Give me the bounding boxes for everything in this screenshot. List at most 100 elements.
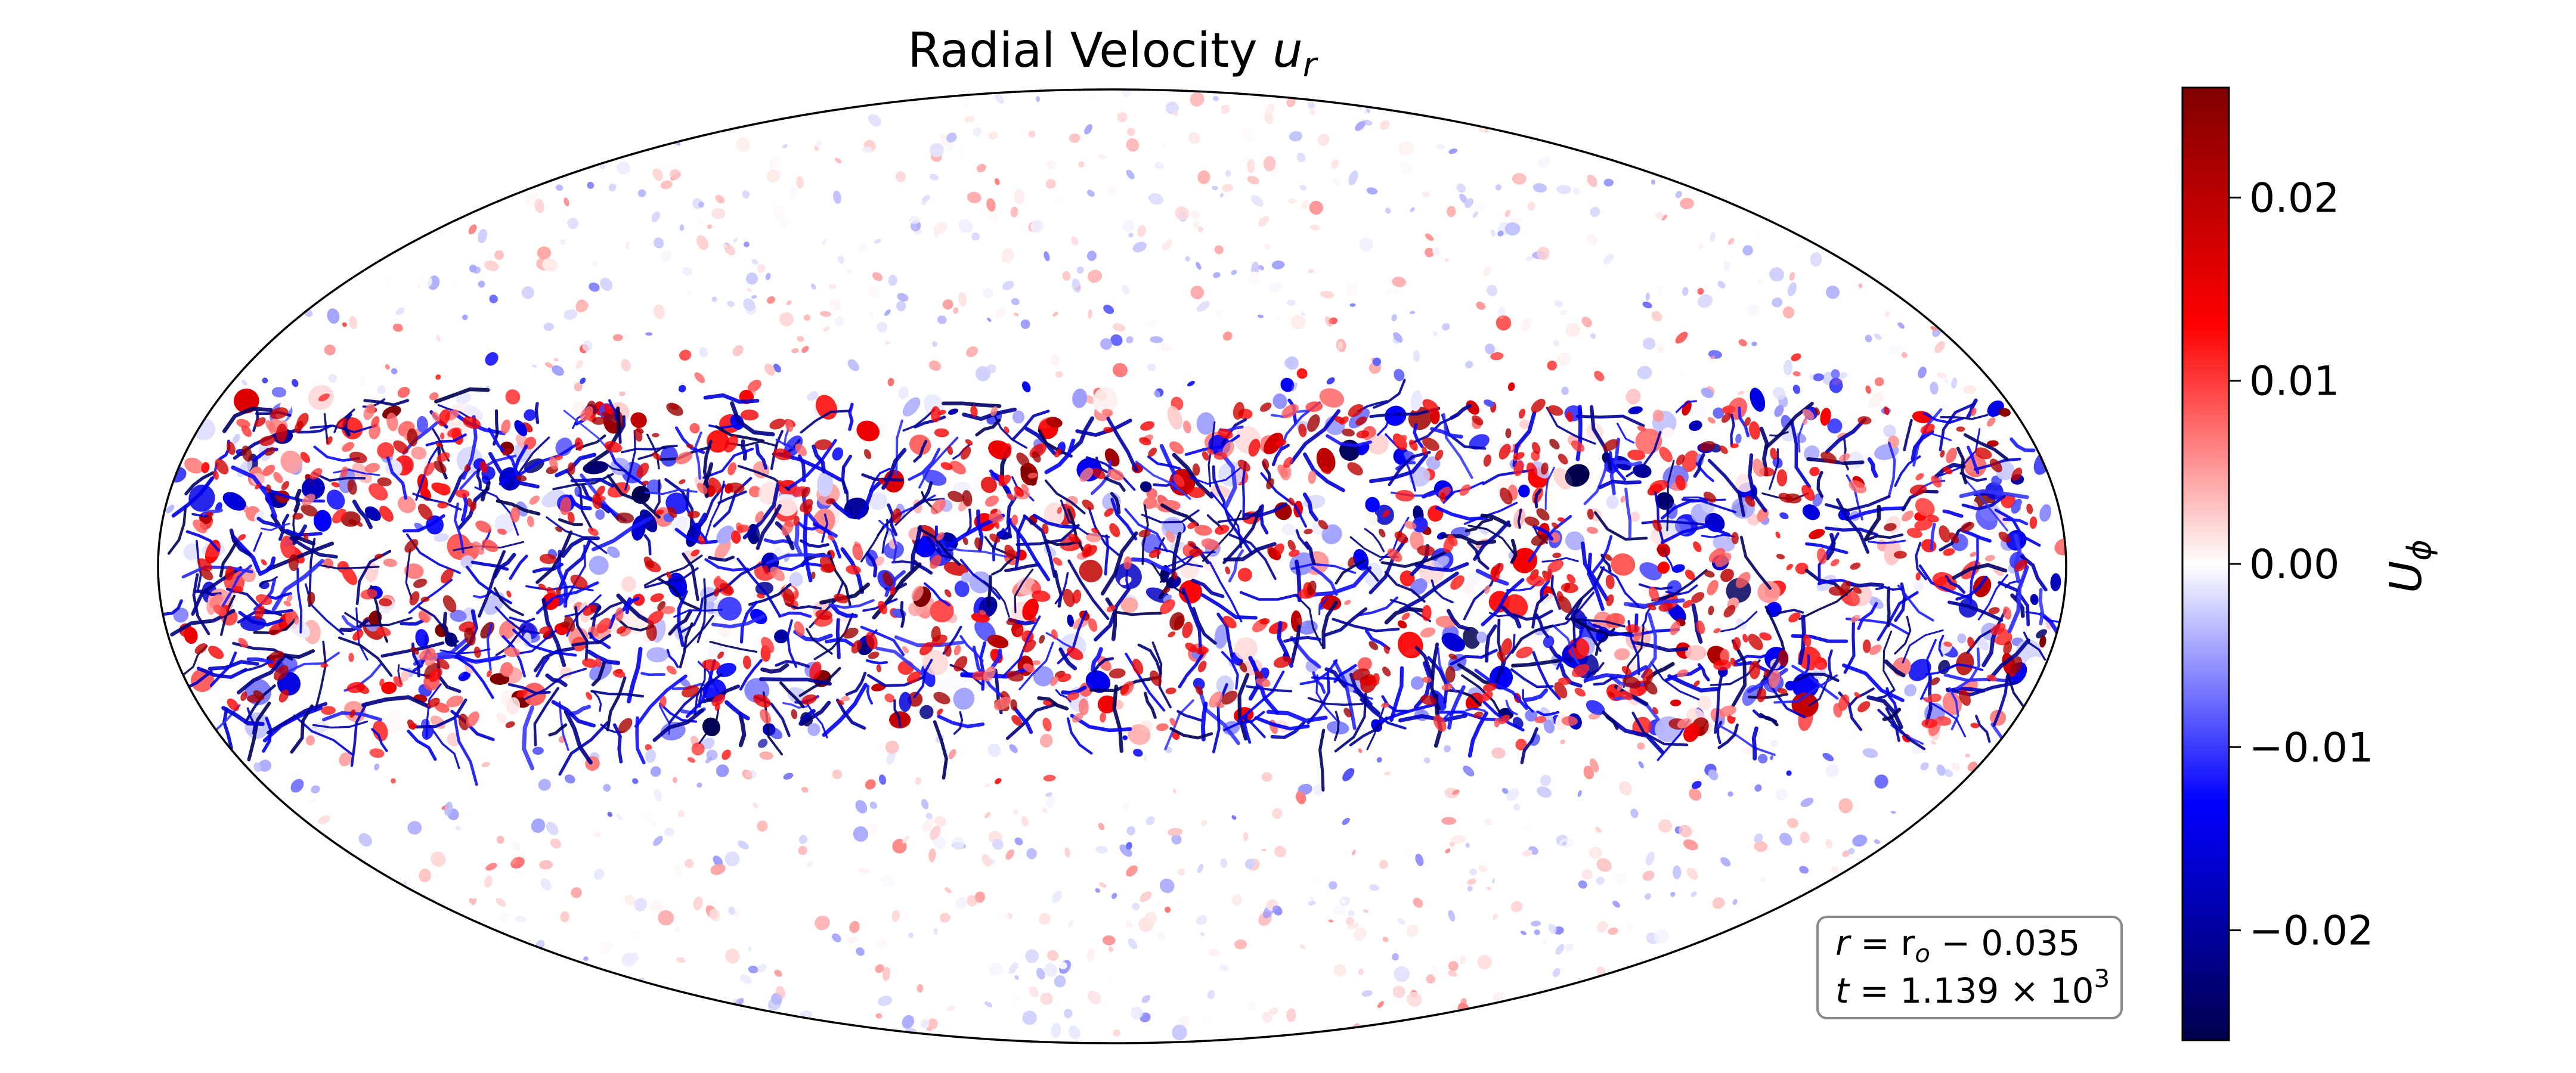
field-blob [869, 492, 888, 510]
field-blob [1046, 159, 1057, 170]
chart-title: Radial Velocity ur [908, 23, 1318, 85]
field-blob [1055, 371, 1063, 378]
field-blob [1720, 568, 1734, 582]
field-blob [1097, 154, 1106, 159]
field-blob [1225, 169, 1231, 177]
field-blob [1173, 788, 1176, 793]
field-blob [1014, 312, 1019, 317]
field-blob [1842, 850, 1850, 857]
field-blob [1727, 238, 1735, 245]
field-blob [797, 336, 804, 342]
field-blob [980, 476, 997, 494]
field-blob [822, 326, 830, 332]
field-blob [608, 183, 617, 192]
field-blob [1444, 258, 1450, 262]
field-blob [1399, 162, 1413, 175]
field-blob [886, 751, 896, 765]
field-blob [987, 743, 1001, 757]
field-blob [1596, 876, 1605, 885]
field-blob [878, 774, 887, 785]
field-blob [1478, 865, 1487, 873]
field-blob [1126, 336, 1134, 344]
field-blob [1491, 747, 1506, 759]
field-blob [1271, 808, 1283, 819]
field-blob [1521, 818, 1533, 833]
field-blob [829, 298, 841, 311]
field-blob [1504, 209, 1510, 218]
field-blob [2011, 498, 2023, 514]
field-blob [1143, 755, 1147, 762]
field-blob [1106, 975, 1116, 988]
field-blob [1190, 92, 1205, 107]
field-blob [1050, 354, 1060, 366]
field-blob [1561, 386, 1569, 395]
field-blob [1737, 390, 1745, 395]
field-blob [305, 735, 315, 746]
field-blob [1332, 178, 1341, 186]
field-blob [984, 783, 990, 787]
field-blob [810, 283, 816, 290]
field-blob [1333, 964, 1346, 977]
field-blob [1862, 748, 1878, 758]
field-blob [184, 457, 204, 474]
field-blob [1200, 932, 1205, 936]
field-blob [834, 157, 842, 164]
field-blob [1504, 594, 1528, 618]
field-blob [1513, 803, 1521, 811]
field-blob [1883, 424, 1896, 438]
field-blob [625, 241, 630, 250]
field-blob [1196, 915, 1208, 925]
field-blob [385, 364, 390, 370]
field-blob [2024, 656, 2046, 678]
field-blob [1366, 187, 1378, 195]
field-blob [822, 238, 827, 246]
field-blob [532, 746, 544, 755]
field-blob [701, 737, 715, 750]
field-blob [1596, 921, 1608, 933]
field-blob [1132, 241, 1147, 253]
field-blob [768, 156, 779, 170]
field-blob [691, 742, 705, 756]
field-blob [1825, 764, 1839, 777]
field-blob [895, 171, 906, 182]
field-blob [619, 391, 626, 396]
field-blob [1319, 388, 1345, 408]
field-blob [650, 900, 664, 914]
field-blob [1792, 239, 1804, 250]
field-blob [550, 838, 562, 849]
field-blob [1682, 450, 1699, 472]
field-blob [1126, 826, 1136, 836]
field-blob [654, 789, 662, 802]
field-blob [739, 974, 752, 984]
field-blob [1287, 198, 1296, 204]
field-blob [1991, 475, 2002, 486]
field-blob [1300, 944, 1306, 950]
field-blob [1787, 282, 1797, 297]
field-blob [1662, 427, 1674, 438]
field-blob [798, 835, 808, 844]
field-blob [1191, 210, 1200, 219]
field-blob [1472, 211, 1479, 218]
downflow-lane [848, 402, 854, 431]
field-blob [773, 364, 781, 373]
field-blob [1112, 362, 1128, 377]
field-blob [594, 831, 601, 838]
field-blob [765, 272, 771, 280]
field-blob [1698, 294, 1713, 308]
field-blob [1367, 433, 1389, 455]
field-blob [358, 833, 372, 847]
downflow-lane [741, 439, 748, 461]
field-blob [1385, 287, 1399, 295]
field-blob [1046, 950, 1059, 961]
field-blob [1150, 336, 1163, 343]
field-blob [1270, 168, 1279, 177]
field-blob [1888, 344, 1902, 355]
field-blob [1534, 929, 1540, 935]
downflow-lane [640, 672, 665, 677]
field-blob [1076, 266, 1084, 274]
field-blob [984, 1001, 993, 1007]
field-blob [1710, 232, 1716, 242]
field-blob [1348, 910, 1355, 917]
field-blob [1783, 306, 1794, 319]
field-blob [564, 309, 578, 320]
